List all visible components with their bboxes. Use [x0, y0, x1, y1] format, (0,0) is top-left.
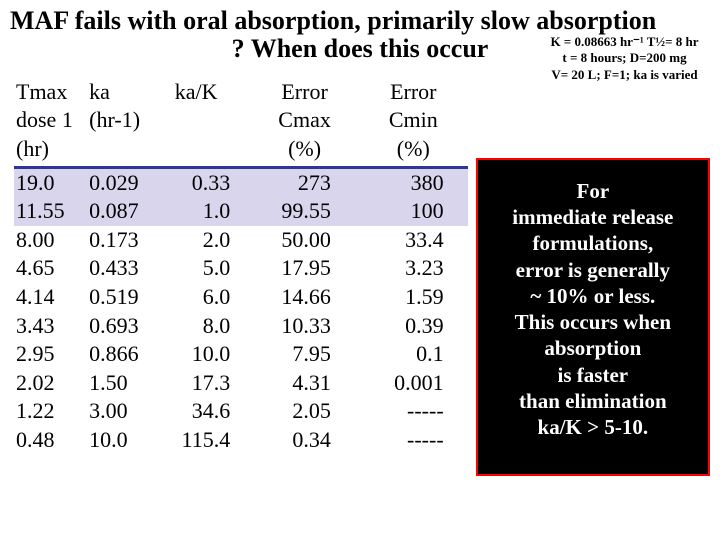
param-line-3: V= 20 L; F=1; ka is varied — [537, 67, 712, 83]
cell-ka: 0.866 — [87, 340, 169, 369]
note-line: ~ 10% or less. — [484, 283, 702, 309]
content-row: Tmax dose 1 (hr) ka (hr-1) ka/K Error Cm… — [10, 78, 710, 476]
cell-ka: 0.173 — [87, 226, 169, 255]
cell-ecmax: 2.05 — [250, 397, 359, 426]
cell-ecmax: 7.95 — [250, 340, 359, 369]
cell-ka: 3.00 — [87, 397, 169, 426]
col-header-tmax-l1: Tmax dose 1 (hr) — [16, 79, 73, 161]
cell-ka: 0.087 — [87, 197, 169, 226]
col-header-err-cmax-l: Error Cmax (%) — [278, 79, 331, 161]
col-header-err-cmin: Error Cmin (%) — [359, 78, 468, 167]
col-header-ka: ka (hr-1) — [87, 78, 169, 167]
cell-tmax: 8.00 — [14, 226, 87, 255]
cell-kak: 8.0 — [169, 312, 251, 341]
cell-ecmax: 17.95 — [250, 254, 359, 283]
col-header-kak: ka/K — [169, 78, 251, 167]
note-line: formulations, — [484, 230, 702, 256]
table-header-row: Tmax dose 1 (hr) ka (hr-1) ka/K Error Cm… — [14, 78, 468, 167]
table-row: 4.65 0.433 5.0 17.95 3.23 — [14, 254, 468, 283]
col-header-ka-l1: ka (hr-1) — [89, 79, 140, 133]
table-row: 8.00 0.173 2.0 50.00 33.4 — [14, 226, 468, 255]
cell-ecmax: 273 — [250, 167, 359, 197]
cell-ecmax: 14.66 — [250, 283, 359, 312]
cell-kak: 0.33 — [169, 167, 251, 197]
cell-ecmin: 0.001 — [359, 369, 468, 398]
note-line: error is generally — [484, 257, 702, 283]
cell-ecmax: 4.31 — [250, 369, 359, 398]
cell-ecmin: ----- — [359, 426, 468, 455]
cell-kak: 115.4 — [169, 426, 251, 455]
cell-ka: 0.519 — [87, 283, 169, 312]
cell-tmax: 1.22 — [14, 397, 87, 426]
col-header-err-cmin-l: Error Cmin (%) — [389, 79, 438, 161]
cell-ecmax: 99.55 — [250, 197, 359, 226]
cell-kak: 10.0 — [169, 340, 251, 369]
table-row: 11.55 0.087 1.0 99.55 100 — [14, 197, 468, 226]
note-line: is faster — [484, 362, 702, 388]
param-line-1: K = 0.08663 hr⁻¹ T½= 8 hr — [537, 34, 712, 50]
param-line-2: t = 8 hours; D=200 mg — [537, 50, 712, 66]
table-row: 2.02 1.50 17.3 4.31 0.001 — [14, 369, 468, 398]
cell-tmax: 11.55 — [14, 197, 87, 226]
cell-ka: 0.693 — [87, 312, 169, 341]
cell-ecmin: ----- — [359, 397, 468, 426]
cell-kak: 17.3 — [169, 369, 251, 398]
table-row: 3.43 0.693 8.0 10.33 0.39 — [14, 312, 468, 341]
table-row: 2.95 0.866 10.0 7.95 0.1 — [14, 340, 468, 369]
note-line: absorption — [484, 335, 702, 361]
note-box: For immediate release formulations, erro… — [476, 158, 710, 476]
cell-ecmax: 50.00 — [250, 226, 359, 255]
table-body: 19.0 0.029 0.33 273 380 11.55 0.087 1.0 … — [14, 167, 468, 454]
cell-ecmin: 380 — [359, 167, 468, 197]
col-header-kak-l1: ka/K — [175, 79, 218, 104]
table-row: 4.14 0.519 6.0 14.66 1.59 — [14, 283, 468, 312]
cell-kak: 1.0 — [169, 197, 251, 226]
table-row: 1.22 3.00 34.6 2.05 ----- — [14, 397, 468, 426]
cell-tmax: 4.14 — [14, 283, 87, 312]
data-table: Tmax dose 1 (hr) ka (hr-1) ka/K Error Cm… — [14, 78, 468, 455]
cell-ecmax: 0.34 — [250, 426, 359, 455]
cell-ecmin: 33.4 — [359, 226, 468, 255]
cell-ka: 1.50 — [87, 369, 169, 398]
slide: MAF fails with oral absorption, primaril… — [0, 0, 720, 540]
note-line: ka/K > 5-10. — [484, 414, 702, 440]
cell-ecmin: 1.59 — [359, 283, 468, 312]
cell-ecmin: 0.39 — [359, 312, 468, 341]
cell-kak: 34.6 — [169, 397, 251, 426]
cell-tmax: 2.95 — [14, 340, 87, 369]
cell-ecmin: 3.23 — [359, 254, 468, 283]
cell-ecmin: 100 — [359, 197, 468, 226]
col-header-tmax: Tmax dose 1 (hr) — [14, 78, 87, 167]
cell-kak: 6.0 — [169, 283, 251, 312]
col-header-err-cmax: Error Cmax (%) — [250, 78, 359, 167]
cell-tmax: 4.65 — [14, 254, 87, 283]
cell-kak: 5.0 — [169, 254, 251, 283]
data-table-wrap: Tmax dose 1 (hr) ka (hr-1) ka/K Error Cm… — [10, 78, 468, 455]
note-line: This occurs when — [484, 309, 702, 335]
cell-tmax: 3.43 — [14, 312, 87, 341]
cell-ecmax: 10.33 — [250, 312, 359, 341]
table-row: 19.0 0.029 0.33 273 380 — [14, 167, 468, 197]
table-row: 0.48 10.0 115.4 0.34 ----- — [14, 426, 468, 455]
cell-tmax: 0.48 — [14, 426, 87, 455]
cell-tmax: 2.02 — [14, 369, 87, 398]
note-line: For — [484, 178, 702, 204]
parameters-block: K = 0.08663 hr⁻¹ T½= 8 hr t = 8 hours; D… — [537, 34, 712, 83]
cell-kak: 2.0 — [169, 226, 251, 255]
cell-ecmin: 0.1 — [359, 340, 468, 369]
cell-ka: 10.0 — [87, 426, 169, 455]
cell-ka: 0.029 — [87, 167, 169, 197]
cell-tmax: 19.0 — [14, 167, 87, 197]
slide-title: MAF fails with oral absorption, primaril… — [10, 6, 710, 36]
note-line: than elimination — [484, 388, 702, 414]
cell-ka: 0.433 — [87, 254, 169, 283]
note-line: immediate release — [484, 204, 702, 230]
